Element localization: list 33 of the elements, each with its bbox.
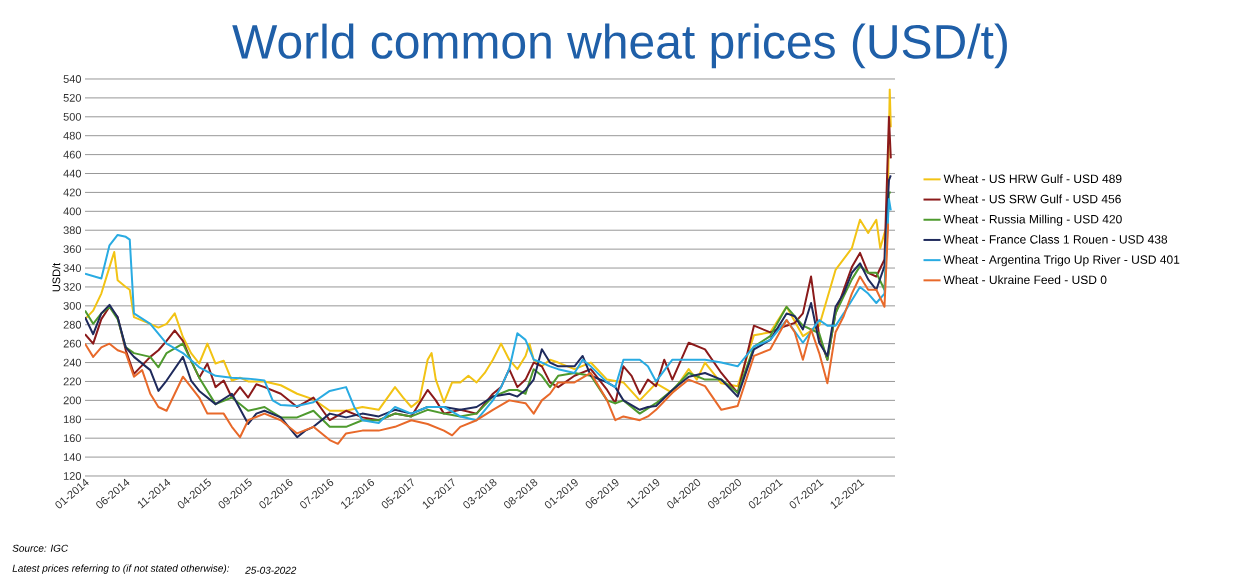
y-tick-label: 140 — [63, 453, 82, 461]
y-tick-label: 180 — [63, 415, 82, 424]
legend-label: Wheat - Ukraine Feed - USD 0 — [943, 275, 1107, 285]
y-tick-label: 420 — [63, 188, 82, 197]
y-tick-label: 360 — [63, 245, 82, 254]
y-tick-label: 320 — [63, 283, 82, 291]
y-tick-label: 540 — [63, 75, 82, 83]
y-tick-label: 340 — [63, 264, 82, 272]
y-axis-title: USD/t — [52, 262, 61, 292]
y-tick-label: 380 — [63, 226, 82, 235]
legend-label: Wheat - US HRW Gulf - USD 489 — [943, 174, 1122, 184]
y-tick-label: 480 — [63, 131, 82, 140]
legend-label: Wheat - Argentina Trigo Up River - USD 401 — [943, 255, 1180, 267]
y-tick-label: 160 — [63, 434, 82, 443]
y-tick-label: 280 — [63, 320, 82, 329]
y-tick-label: 500 — [63, 112, 82, 121]
text: 25-03-2022 — [245, 566, 297, 574]
chart-title: World common wheat prices (USD/t) — [232, 23, 1007, 69]
y-tick-label: 440 — [63, 169, 82, 178]
y-tick-label: 260 — [63, 339, 82, 348]
y-tick-label: 400 — [63, 207, 82, 216]
y-tick-label: 220 — [63, 377, 82, 386]
source-note: Source: IGC — [12, 544, 69, 552]
y-tick-label: 520 — [63, 94, 82, 102]
legend-label: Wheat - US SRW Gulf - USD 456 — [943, 194, 1121, 204]
legend-label: Wheat - France Class 1 Rouen - USD 438 — [943, 234, 1168, 244]
legend-label: Wheat - Russia Milling - USD 420 — [943, 214, 1122, 226]
y-tick-label: 300 — [63, 301, 82, 310]
y-tick-label: 200 — [63, 396, 82, 405]
y-tick-label: 240 — [63, 358, 82, 367]
text: Latest prices referring to (if not stated otherwise): — [12, 564, 230, 574]
y-tick-label: 120 — [63, 472, 82, 480]
y-tick-label: 460 — [63, 150, 82, 159]
